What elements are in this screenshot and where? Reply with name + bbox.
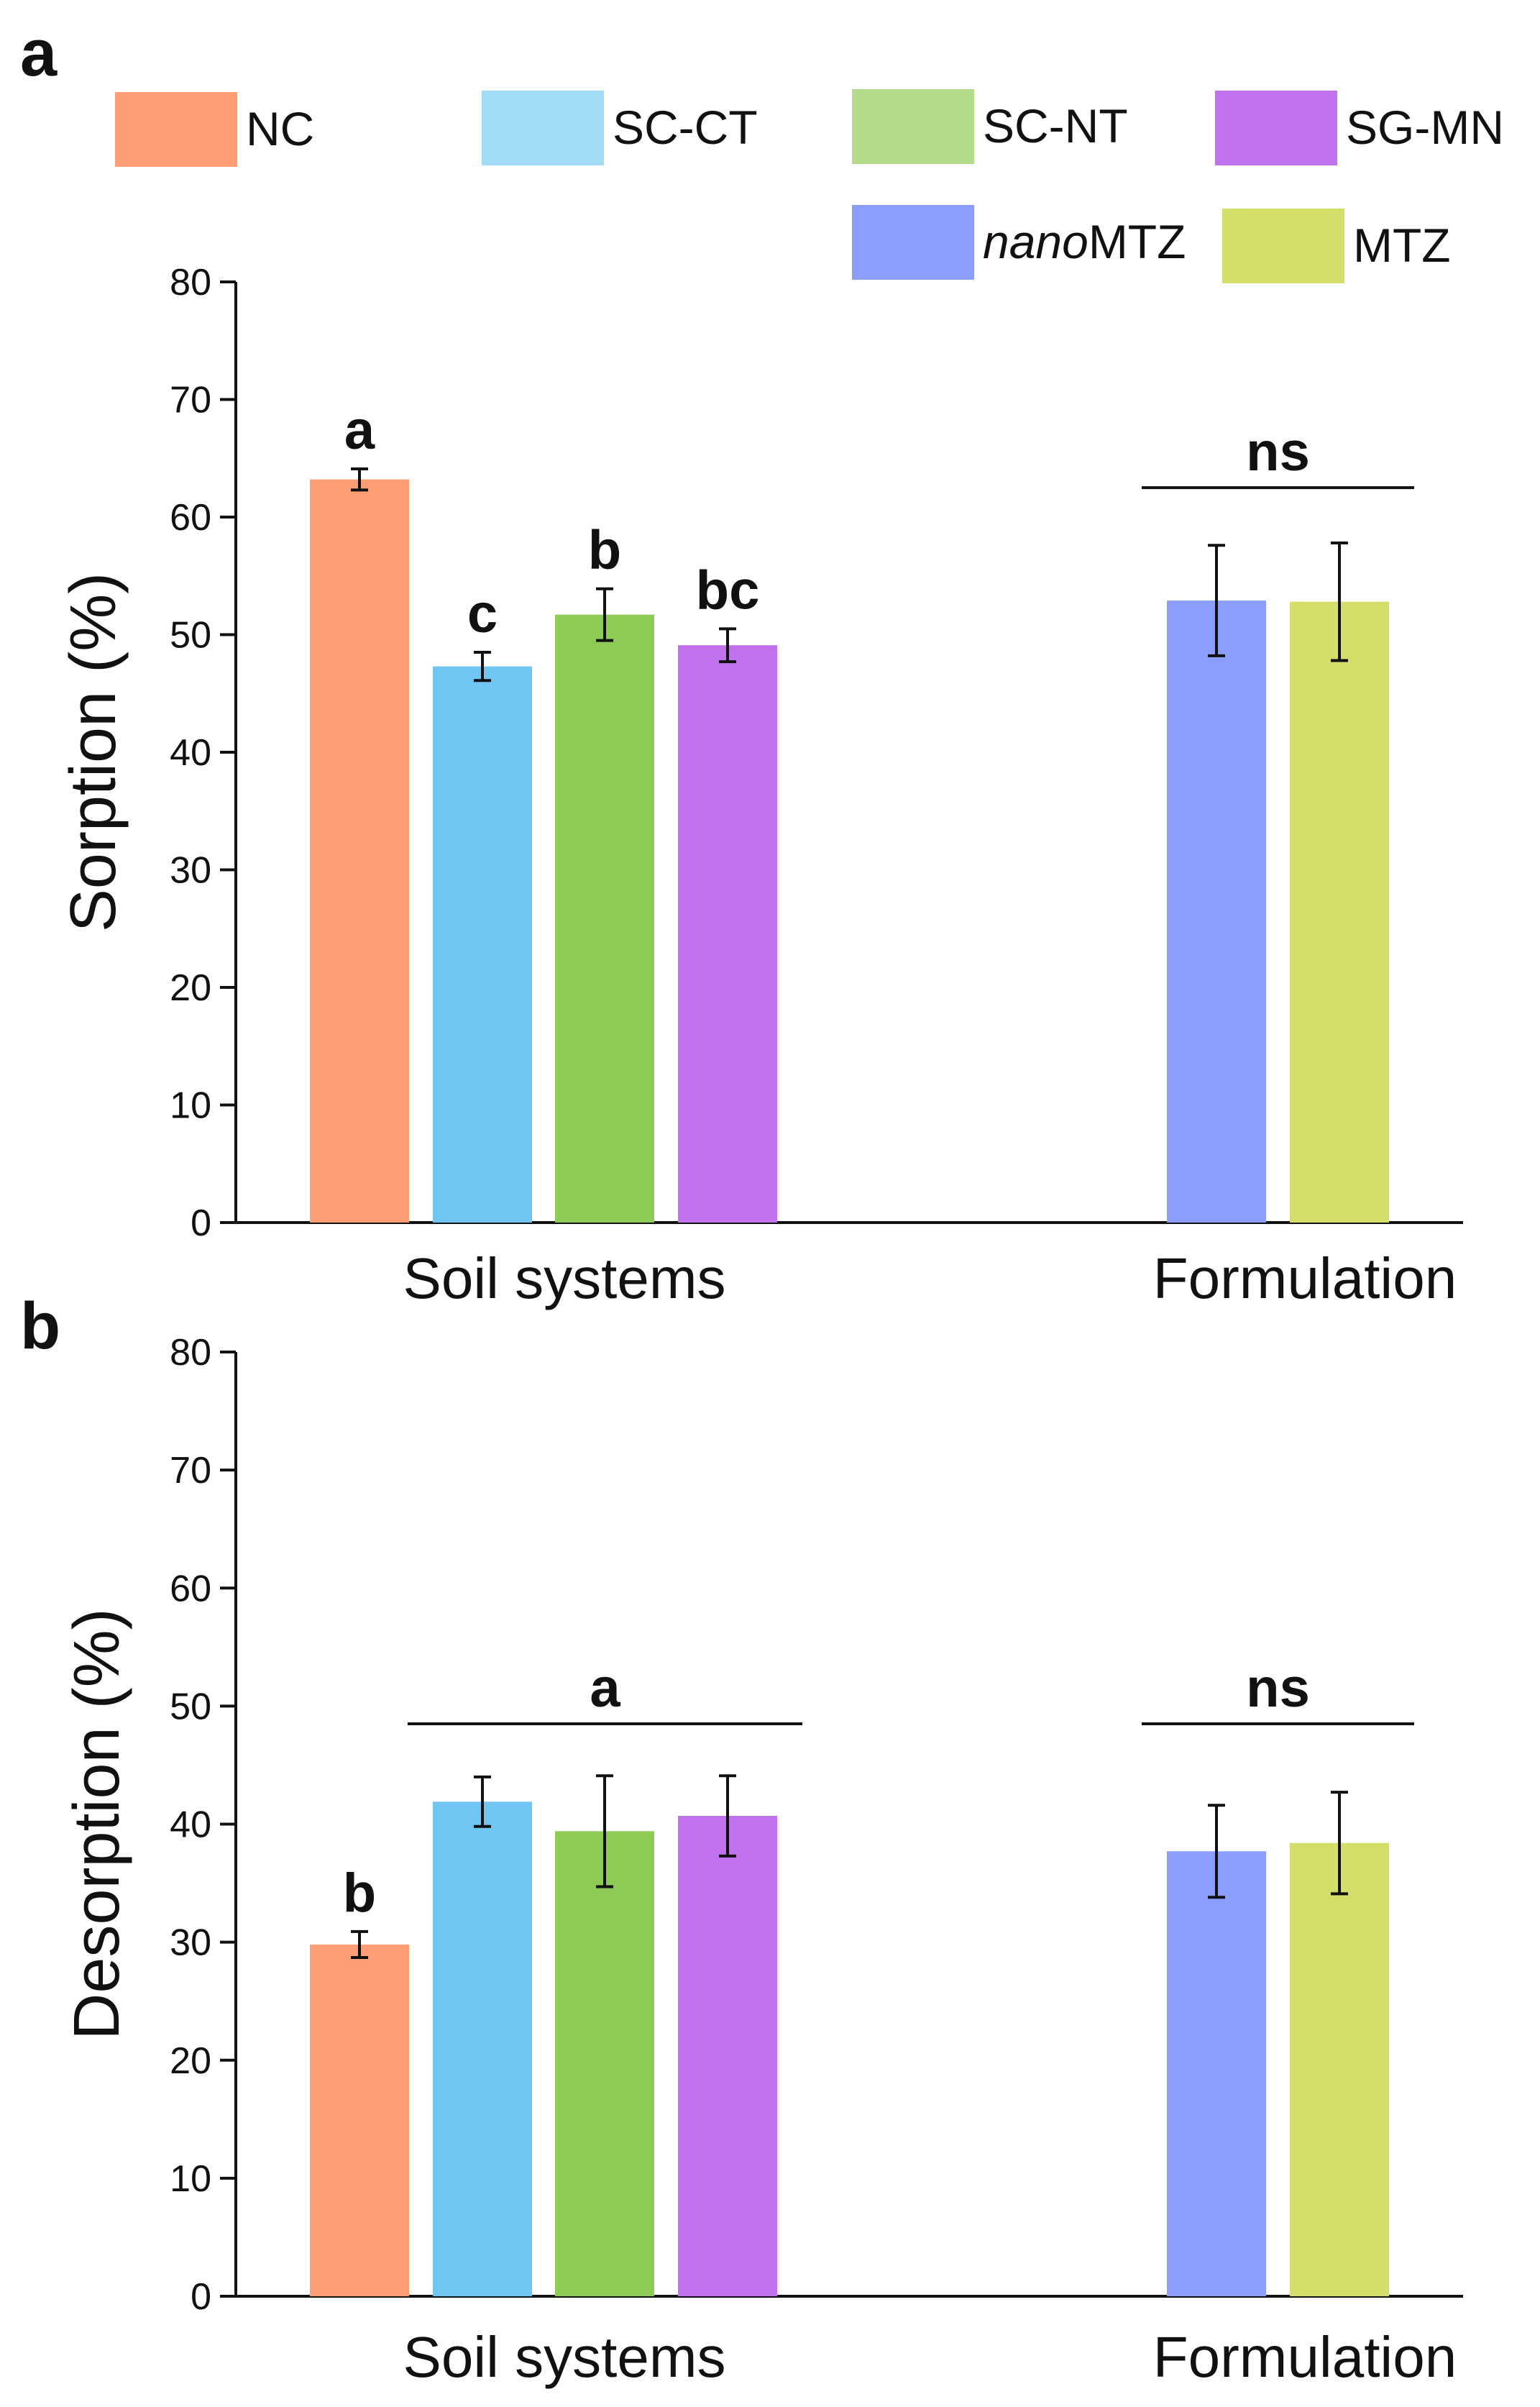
error-bar-sc-ct [474,651,491,682]
x-category-label-formulation: Formulation [1153,2325,1457,2389]
error-bar-mtz [1331,1791,1348,1896]
y-tick-label-50: 50 [170,615,211,657]
bracket-label: a [590,1658,620,1719]
y-tick-label-50: 50 [170,1686,211,1727]
bracket-label: ns [1246,1658,1310,1719]
bar-sg-mn [678,645,777,1223]
legend-swatch-sg-mn [1215,91,1337,165]
y-axis-label: Sorption (%) [58,572,129,932]
error-bar-sg-mn [719,627,736,664]
y-tick-label-20: 20 [170,2040,211,2082]
legend-item-sc-nt: SC-NT [852,89,1128,164]
significance-letter-sc-ct: c [467,583,498,644]
y-tick-label-70: 70 [170,1450,211,1492]
y-tick-label-70: 70 [170,380,211,421]
legend-swatch-nanomtz [852,205,974,280]
y-tick-label-0: 0 [191,1202,211,1244]
legend-swatch-mtz [1222,209,1344,283]
x-category-label-formulation: Formulation [1153,1246,1457,1310]
bar-mtz [1290,601,1389,1223]
y-tick-label-80: 80 [170,262,211,303]
legend-item-nanomtz: nanoMTZ [852,205,1186,280]
bracket-label: ns [1246,421,1310,483]
bar-nanomtz [1167,600,1266,1223]
error-bar-sc-nt [596,587,613,642]
y-tick-label-0: 0 [191,2276,211,2318]
significance-bracket-ns-0: ns [1142,421,1414,490]
bar-sc-nt [555,614,654,1223]
error-bar-nc [351,467,368,492]
error-bar-sc-nt [596,1774,613,1888]
legend-item-nc: NC [115,92,314,167]
y-tick-label-10: 10 [170,1085,211,1127]
error-bar-mtz [1331,541,1348,662]
legend-label-nanomtz: nanoMTZ [983,215,1186,268]
error-bar-nc [351,1929,368,1959]
bar-nc [310,1944,409,2296]
legend-item-mtz: MTZ [1222,209,1451,283]
y-tick-label-60: 60 [170,497,211,539]
error-bar-sc-ct [474,1775,491,1828]
x-category-label-soil-systems: Soil systems [403,2325,726,2389]
significance-letter-nc: b [343,1863,376,1924]
legend-swatch-sc-ct [482,91,604,165]
y-tick-label-40: 40 [170,1804,211,1846]
panel-b-desorption-chart: b Desorption (%) 0 10 20 30 40 50 60 70 80 Soil sys… [20,1289,1463,2389]
legend-item-sc-ct: SC-CT [482,91,758,165]
bar-nanomtz [1167,1851,1266,2296]
legend-swatch-sc-nt [852,89,974,164]
bar-sc-ct [433,1801,532,2296]
y-tick-label-30: 30 [170,1922,211,1964]
x-category-label-soil-systems: Soil systems [403,1246,726,1310]
y-axis-label: Desorption (%) [61,1608,133,2040]
y-tick-label-40: 40 [170,732,211,774]
panel-label-b: b [20,1289,60,1363]
bar-sg-mn [678,1816,777,2296]
error-bar-nanomtz [1208,544,1225,657]
legend-label-mtz: MTZ [1353,219,1451,272]
y-tick-label-30: 30 [170,850,211,892]
panel-label-a: a [20,17,58,90]
y-tick-label-20: 20 [170,967,211,1009]
error-bar-nanomtz [1208,1804,1225,1899]
legend-label-sc-nt: SC-NT [983,99,1128,152]
panel-a-sorption-chart: a Sorption (%) 0 10 20 30 40 50 60 70 80 Soil syste… [20,17,1463,1310]
y-tick-label-10: 10 [170,2158,211,2200]
bar-nc [310,479,409,1223]
bar-sc-ct [433,666,532,1223]
legend-item-sg-mn: SG-MN [1215,91,1504,165]
bar-sc-nt [555,1831,654,2296]
significance-letter-nc: a [344,400,375,461]
legend-label-sg-mn: SG-MN [1346,101,1504,154]
significance-bracket-ns-1: ns [1142,1658,1414,1725]
significance-letter-sc-nt: b [588,520,621,581]
bar-mtz [1290,1842,1389,2296]
significance-bracket-a-0: a [408,1658,802,1725]
y-tick-label-60: 60 [170,1568,211,1609]
legend-label-rest-part: MTZ [1088,215,1186,268]
legend-swatch-nc [115,92,237,167]
significance-letter-sg-mn: bc [696,559,760,621]
legend-label-italic-part: nano [983,215,1088,268]
legend-label-nc: NC [246,102,314,155]
legend-label-sc-ct: SC-CT [613,101,758,154]
error-bar-sg-mn [719,1774,736,1858]
y-tick-label-80: 80 [170,1332,211,1374]
